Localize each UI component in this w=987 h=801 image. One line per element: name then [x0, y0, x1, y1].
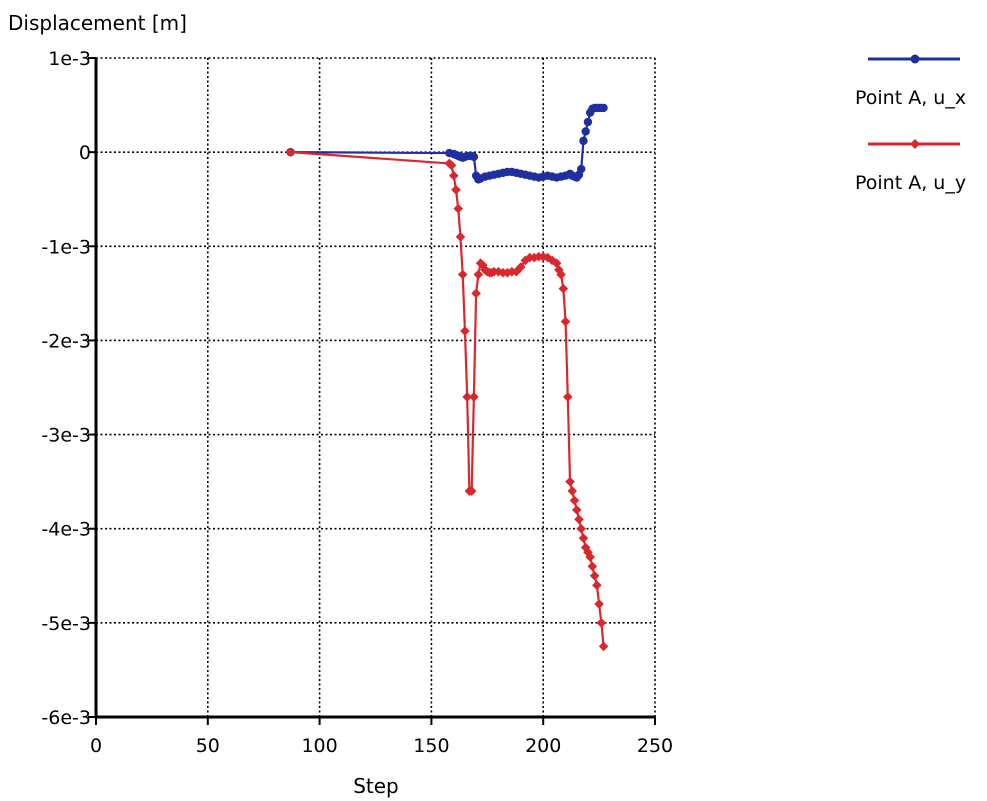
x-tick-label-1: 50: [196, 735, 220, 757]
point-1-44: [571, 505, 582, 515]
point-1-37: [556, 269, 566, 280]
x-tick-label-2: 100: [301, 735, 337, 757]
x-tick-label-3: 150: [413, 735, 449, 757]
y-tick-label-1: 0: [79, 142, 91, 164]
point-1-11: [466, 486, 477, 496]
point-1-56: [598, 641, 609, 652]
y-tick-label-2: -1e-3: [41, 236, 91, 258]
point-1-40: [562, 392, 573, 402]
point-1-13: [471, 288, 481, 299]
point-1-33: [542, 252, 553, 263]
point-1-14: [473, 269, 484, 280]
grid-lines: [96, 57, 656, 717]
x-tick-label-0: 0: [90, 735, 102, 757]
y-tick-label-6: -5e-3: [41, 613, 91, 635]
point-1-43: [569, 495, 580, 506]
point-1-39: [560, 316, 571, 327]
legend-marker-uy: [910, 139, 920, 149]
x-axis-title: Step: [353, 774, 399, 798]
point-1-30: [529, 252, 540, 263]
y-tick-label-7: -6e-3: [41, 707, 91, 729]
point-1-9: [462, 392, 472, 402]
series-line-1: [290, 151, 605, 647]
axes: [88, 57, 656, 725]
point-0-49: [599, 103, 608, 113]
point-1-27: [516, 262, 526, 272]
y-tick-label-5: -4e-3: [41, 519, 91, 541]
legend-label-uy: Point A, u_y: [855, 172, 966, 194]
point-0-42: [583, 117, 593, 127]
series-layer: [285, 103, 609, 652]
point-1-52: [589, 570, 600, 581]
point-1-6: [455, 232, 466, 242]
point-1-51: [587, 561, 598, 572]
point-1-46: [576, 523, 587, 534]
point-1-5: [453, 203, 464, 214]
point-1-54: [594, 599, 604, 609]
legend-marker-ux: [910, 54, 920, 64]
point-1-41: [565, 476, 575, 487]
x-tick-label-4: 200: [525, 735, 561, 757]
point-1-38: [558, 283, 569, 294]
point-1-55: [596, 618, 607, 628]
point-1-42: [567, 486, 578, 496]
legend-entry-ux: Point A, u_x: [855, 54, 966, 109]
legend-label-ux: Point A, u_x: [855, 87, 966, 109]
y-tick-label-3: -2e-3: [41, 330, 91, 352]
series-1: [285, 147, 609, 652]
series-0: [286, 103, 608, 184]
y-tick-label-0: 1e-3: [48, 48, 91, 70]
point-0-39: [577, 164, 586, 174]
point-1-7: [457, 269, 468, 280]
point-0-41: [581, 127, 590, 136]
legend-entry-uy: Point A, u_y: [855, 139, 966, 194]
y-axis-title: Displacement [m]: [8, 11, 187, 35]
point-1-53: [592, 580, 602, 590]
tick-labels: 0 50 100 150 200 250 1e-3 0 -1e-3 -2e-3 -3e-3 -4e-3…: [41, 48, 673, 757]
point-1-24: [502, 267, 513, 278]
point-1-0: [285, 147, 296, 157]
point-1-3: [448, 170, 459, 181]
point-1-4: [451, 185, 461, 195]
point-1-45: [574, 514, 584, 525]
legend: Point A, u_x Point A, u_y: [855, 54, 966, 194]
x-tick-label-5: 250: [637, 735, 673, 757]
point-1-12: [469, 392, 479, 402]
point-1-2: [446, 160, 457, 171]
point-1-47: [578, 533, 589, 543]
point-1-50: [585, 552, 595, 562]
point-0-11: [469, 152, 479, 162]
point-0-40: [579, 136, 588, 146]
point-1-28: [520, 255, 531, 266]
series-line-0: [290, 106, 604, 181]
y-tick-label-4: -3e-3: [41, 425, 91, 447]
point-1-8: [460, 326, 470, 336]
